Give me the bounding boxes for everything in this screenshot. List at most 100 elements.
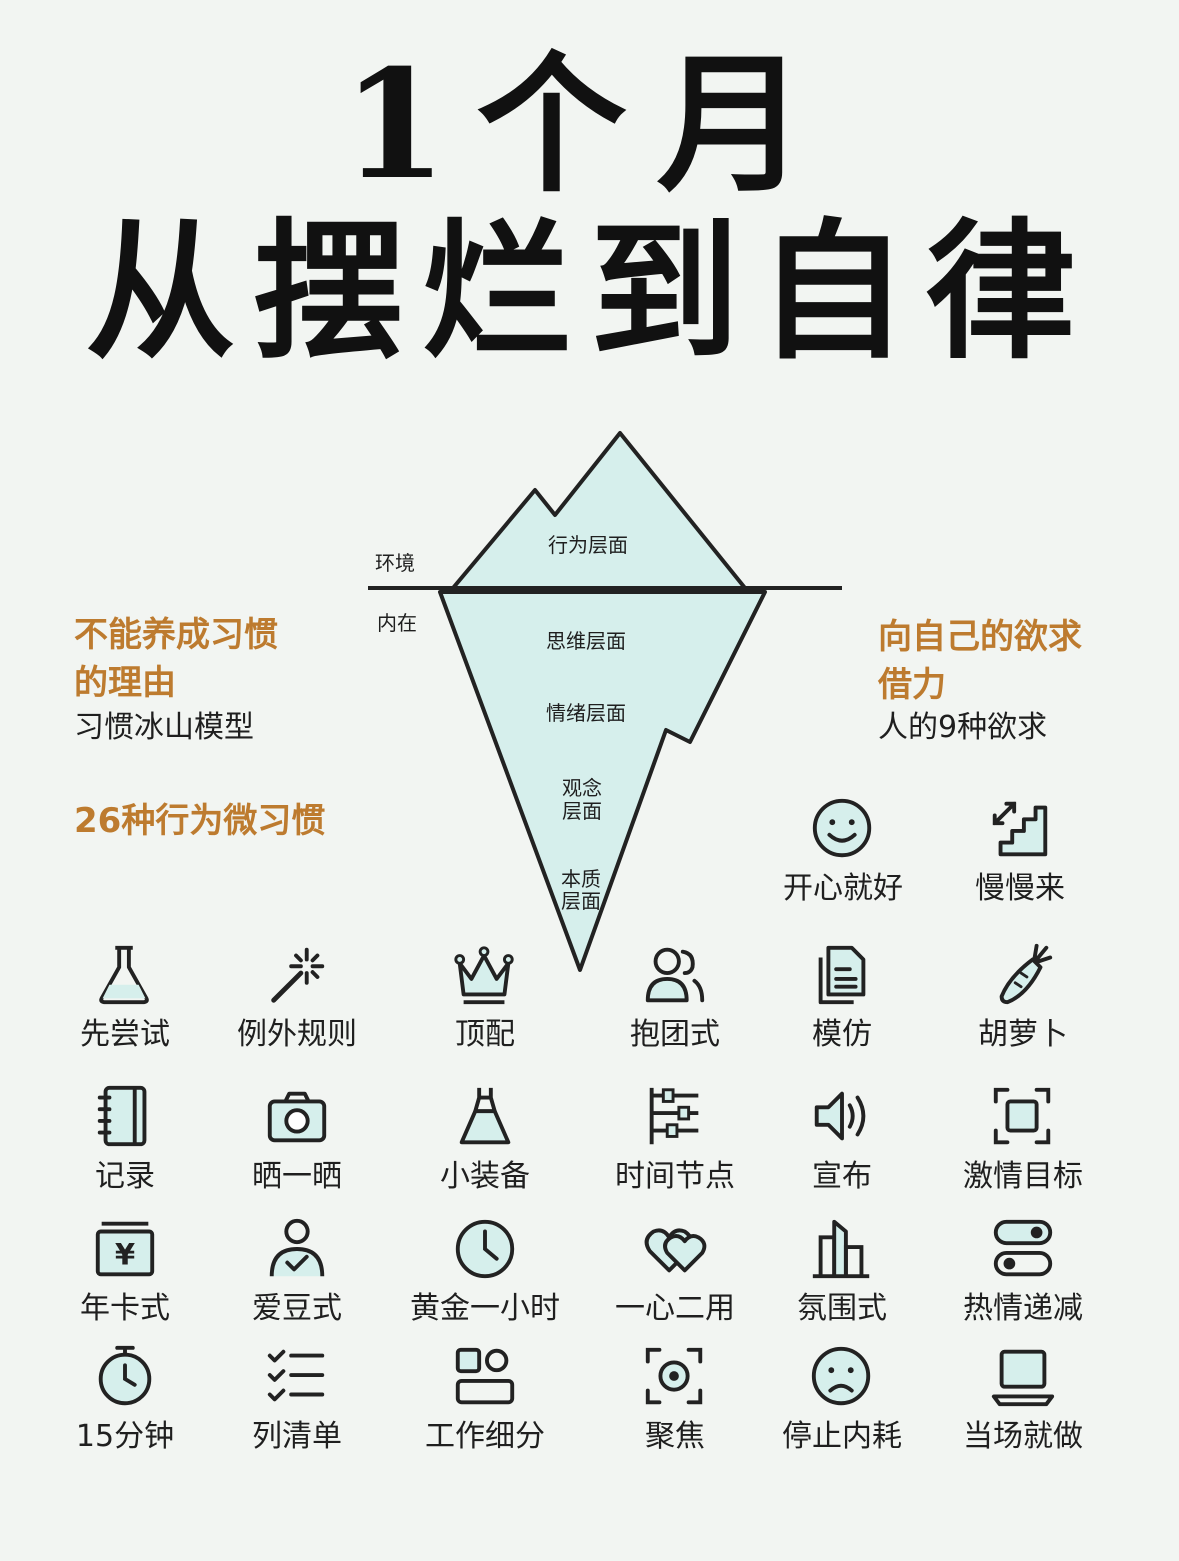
habit-label: 工作细分 (425, 1419, 545, 1454)
habit-item: 小装备 (390, 1082, 580, 1196)
habit-label: 先尝试 (80, 1017, 170, 1052)
habit-item: 胡萝卜 (928, 940, 1118, 1054)
magic-wand-icon (271, 947, 325, 1003)
stairs-icon (992, 801, 1048, 857)
habit-item: 宣布 (747, 1082, 937, 1196)
habit-label: 模仿 (812, 1017, 872, 1052)
habit-item: 15分钟 (30, 1342, 220, 1456)
layer-essence-2: 层面 (561, 889, 601, 913)
timeline-icon (649, 1087, 699, 1145)
habit-item: 抱团式 (580, 940, 770, 1054)
habit-label: 氛围式 (797, 1291, 887, 1326)
habit-label: 爱豆式 (252, 1291, 342, 1326)
layer-emotion: 情绪层面 (546, 701, 626, 725)
habit-label: 列清单 (252, 1419, 342, 1454)
habit-item: 激情目标 (928, 1082, 1118, 1196)
habit-label: 胡萝卜 (978, 1017, 1068, 1052)
habit-label: 热情递减 (963, 1291, 1083, 1326)
iceberg-body (438, 590, 767, 972)
svg-text:¥: ¥ (115, 1238, 135, 1272)
split-blocks-icon (455, 1347, 515, 1405)
left-subtitle: 习惯冰山模型 (74, 710, 254, 745)
inner-label: 内在 (377, 611, 417, 635)
habit-item: 氛围式 (747, 1214, 937, 1328)
speaker-icon (814, 1091, 866, 1141)
focus-icon (645, 1347, 703, 1405)
left-heading-line-1: 不能养成习惯 (74, 615, 278, 655)
habit-label: 记录 (95, 1159, 155, 1194)
habit-label: 例外规则 (237, 1017, 357, 1052)
dress-icon (459, 1087, 511, 1145)
habit-label: 聚焦 (645, 1419, 705, 1454)
layer-belief-1: 观念 (562, 776, 602, 800)
habit-label: 小装备 (440, 1159, 530, 1194)
layer-belief-2: 层面 (562, 799, 602, 823)
habit-item: 慢慢来 (925, 794, 1115, 908)
iceberg-diagram: 环境 内在 行为层面 思维层面 情绪层面 观念 层面 本质 层面 (368, 431, 842, 972)
habit-item: 晒一晒 (202, 1082, 392, 1196)
laptop-icon (991, 1349, 1055, 1407)
layer-essence-1: 本质 (561, 867, 601, 891)
sad-face-icon (811, 1346, 871, 1406)
habit-item: 先尝试 (30, 940, 220, 1054)
idol-icon (269, 1218, 325, 1277)
stopwatch-icon (98, 1345, 152, 1406)
right-subtitle: 人的9种欲求 (878, 710, 1048, 745)
habit-label: 激情目标 (963, 1159, 1083, 1194)
habit-item: 爱豆式 (202, 1214, 392, 1328)
smile-icon (812, 798, 872, 858)
habit-item: 例外规则 (202, 940, 392, 1054)
two-hearts-icon (644, 1228, 707, 1273)
habit-item: 时间节点 (580, 1082, 770, 1196)
group-icon (645, 947, 705, 1003)
habit-label: 年卡式 (80, 1291, 170, 1326)
habit-label: 黄金一小时 (410, 1291, 560, 1326)
habit-item: 模仿 (747, 940, 937, 1054)
camera-icon (267, 1091, 327, 1143)
buildings-icon (812, 1219, 870, 1279)
habit-item: 黄金一小时 (390, 1214, 580, 1328)
habit-item: 当场就做 (928, 1342, 1118, 1456)
habit-label: 慢慢来 (975, 871, 1065, 906)
habit-item: 工作细分 (390, 1342, 580, 1456)
habit-label: 一心二用 (615, 1291, 735, 1326)
habit-label: 顶配 (455, 1017, 515, 1052)
habit-label: 开心就好 (783, 871, 903, 906)
habit-item: 列清单 (202, 1342, 392, 1456)
left-heading-2: 26种行为微习惯 (74, 801, 326, 841)
habit-label: 抱团式 (630, 1017, 720, 1052)
layer-behavior: 行为层面 (548, 533, 628, 557)
card-icon: ¥ (95, 1221, 155, 1277)
copy-document-icon (818, 945, 866, 1005)
habit-item: 开心就好 (748, 794, 938, 908)
toggle-icon (993, 1219, 1053, 1277)
habit-item: 热情递减 (928, 1214, 1118, 1328)
habit-label: 时间节点 (615, 1159, 735, 1194)
habit-item: 停止内耗 (747, 1342, 937, 1456)
right-heading-line-1: 向自己的欲求 (878, 617, 1082, 657)
environment-label: 环境 (375, 551, 415, 575)
habit-label: 宣布 (812, 1159, 872, 1194)
habit-label: 晒一晒 (252, 1159, 342, 1194)
notebook-icon (97, 1085, 147, 1147)
habit-item: 记录 (30, 1082, 220, 1196)
habit-item: 聚焦 (580, 1342, 770, 1456)
habit-label: 15分钟 (75, 1419, 175, 1454)
right-heading-line-2: 借力 (878, 665, 946, 705)
habit-item: 一心二用 (580, 1214, 770, 1328)
carrot-icon (999, 943, 1053, 1005)
left-heading-line-2: 的理由 (74, 663, 176, 703)
habit-item: 顶配 (390, 940, 580, 1054)
title-line-2: 从摆烂到自律 (85, 204, 1094, 380)
checklist-icon (267, 1349, 325, 1402)
title-line-1: 1个月 (342, 37, 837, 213)
flask-icon (99, 945, 149, 1005)
clock-icon (455, 1219, 515, 1279)
iceberg-tip (451, 431, 747, 590)
habit-label: 当场就做 (963, 1419, 1083, 1454)
habit-item: ¥ 年卡式 (30, 1214, 220, 1328)
crown-icon (454, 946, 514, 1005)
habit-label: 停止内耗 (782, 1419, 902, 1454)
target-frame-icon (993, 1087, 1051, 1145)
layer-thinking: 思维层面 (546, 629, 626, 653)
